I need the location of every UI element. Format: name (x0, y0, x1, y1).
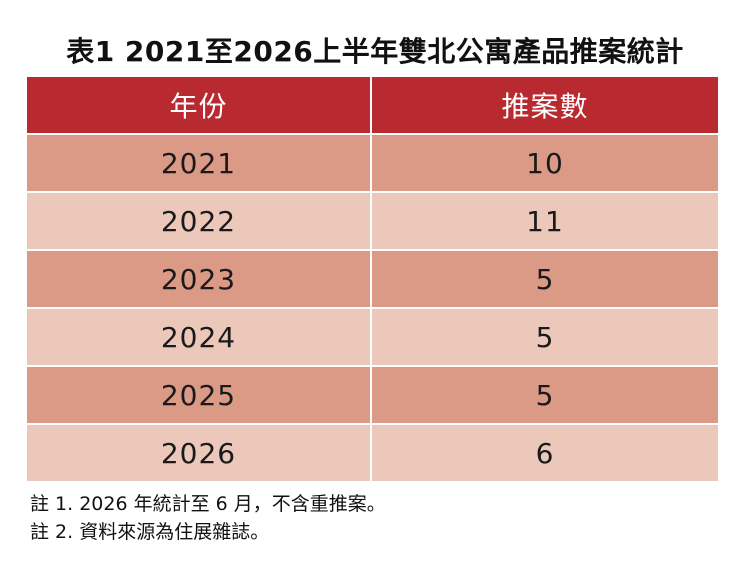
table-row: 2024 5 (27, 309, 718, 367)
year-cell: 2022 (27, 193, 372, 249)
header-count: 推案數 (501, 90, 589, 123)
header-year: 年份 (27, 77, 372, 133)
table-row: 2025 5 (27, 367, 718, 425)
year-cell: 2025 (27, 367, 372, 423)
year-cell: 2024 (27, 309, 372, 365)
footnote-2: 註 2. 資料來源為住展雜誌。 (30, 521, 270, 543)
table-row: 2022 11 (27, 193, 718, 251)
count-cell: 11 (526, 204, 564, 238)
count-cell: 5 (535, 320, 555, 354)
table-title: 表1 2021至2026上半年雙北公寓產品推案統計 (66, 35, 684, 68)
year-cell: 2021 (27, 135, 372, 191)
data-table: 年份 推案數 2021 10 2022 11 2023 5 2024 5 202… (27, 77, 718, 483)
table-row: 2021 10 (27, 135, 718, 193)
year-cell: 2023 (27, 251, 372, 307)
count-cell: 10 (526, 146, 564, 180)
table-row: 2023 5 (27, 251, 718, 309)
table-header-row: 年份 推案數 (27, 77, 718, 135)
footnote-1: 註 1. 2026 年統計至 6 月，不含重推案。 (30, 493, 386, 515)
count-cell: 6 (535, 436, 555, 470)
year-cell: 2026 (27, 425, 372, 481)
table-row: 2026 6 (27, 425, 718, 483)
count-cell: 5 (535, 262, 555, 296)
count-cell: 5 (535, 378, 555, 412)
